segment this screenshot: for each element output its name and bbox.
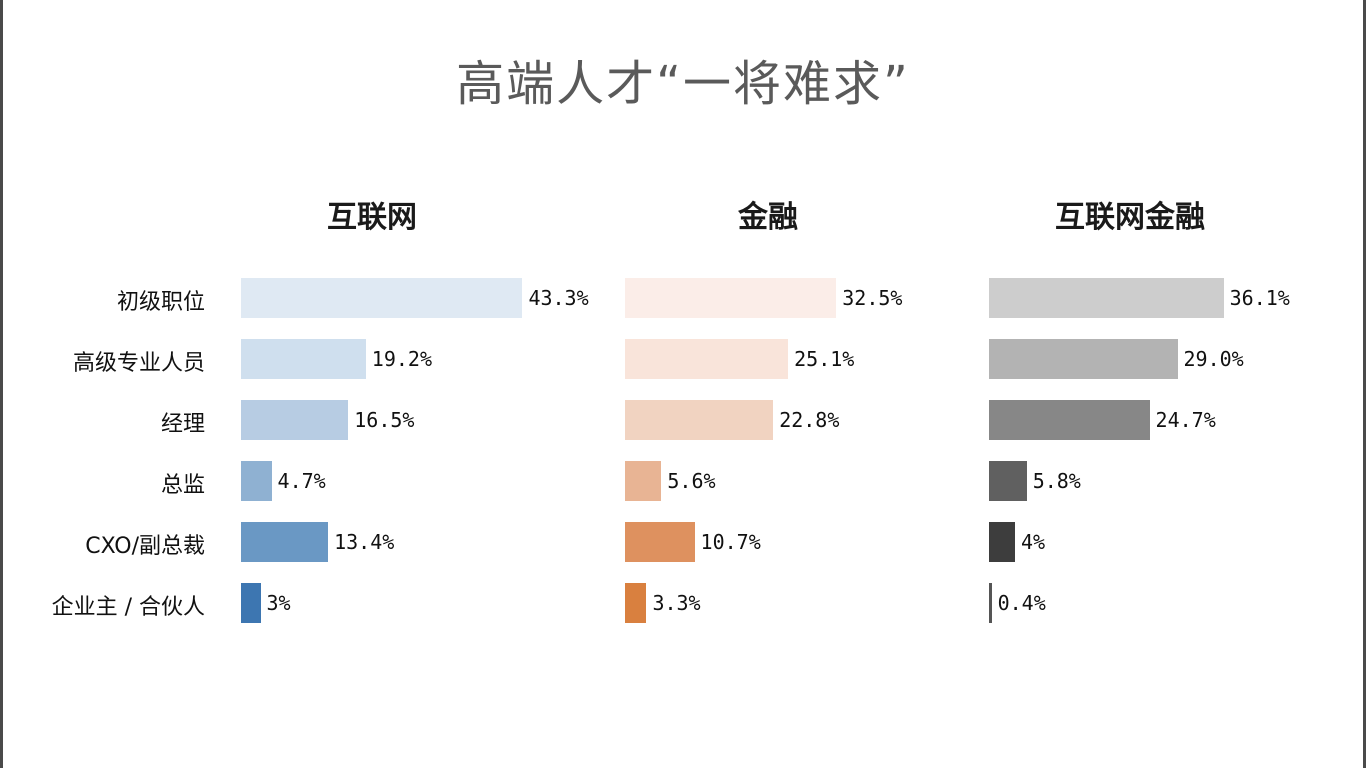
right-frame-border [1363, 0, 1366, 768]
bar [625, 583, 647, 623]
bar [625, 400, 774, 440]
bar [241, 583, 261, 623]
category-label: 高级专业人员 [72, 351, 205, 376]
bar [625, 278, 837, 318]
data-label: 36.1% [1229, 286, 1290, 310]
data-label: 13.4% [334, 530, 395, 554]
panel-title: 互联网 [327, 200, 417, 235]
chart-title: 高端人才“一将难求” [456, 56, 910, 112]
category-label: CXO/副总裁 [85, 534, 205, 559]
bar [989, 461, 1027, 501]
bar [989, 400, 1150, 440]
bar [989, 522, 1015, 562]
data-label: 3.3% [652, 591, 701, 615]
data-label: 22.8% [779, 408, 840, 432]
data-label: 19.2% [371, 347, 433, 371]
data-label: 32.5% [842, 286, 903, 310]
panel-title: 互联网金融 [1055, 200, 1205, 235]
bar [625, 461, 662, 501]
category-label: 经理 [160, 412, 205, 437]
panel-title: 金融 [738, 200, 798, 235]
data-label: 16.5% [354, 408, 415, 432]
data-label: 25.1% [794, 347, 855, 371]
left-frame-border [0, 0, 3, 768]
category-label: 初级职位 [116, 290, 205, 315]
data-label: 4% [1021, 530, 1046, 554]
bar [625, 339, 789, 379]
data-label: 3% [266, 591, 291, 615]
data-label: 24.7% [1155, 408, 1216, 432]
data-label: 10.7% [700, 530, 761, 554]
data-label: 5.8% [1032, 469, 1081, 493]
data-label: 5.6% [667, 469, 716, 493]
bar [989, 583, 992, 623]
bar [241, 461, 272, 501]
data-label: 43.3% [528, 286, 589, 310]
data-label: 0.4% [997, 591, 1046, 615]
data-label: 29.0% [1183, 347, 1244, 371]
bar [241, 400, 349, 440]
category-label: 企业主 / 合伙人 [51, 595, 205, 620]
bar [989, 339, 1178, 379]
bar [241, 339, 366, 379]
bar [241, 278, 523, 318]
bar [989, 278, 1224, 318]
bar [241, 522, 329, 562]
data-label: 4.7% [277, 469, 326, 493]
bar [625, 522, 695, 562]
category-label: 总监 [160, 473, 205, 498]
